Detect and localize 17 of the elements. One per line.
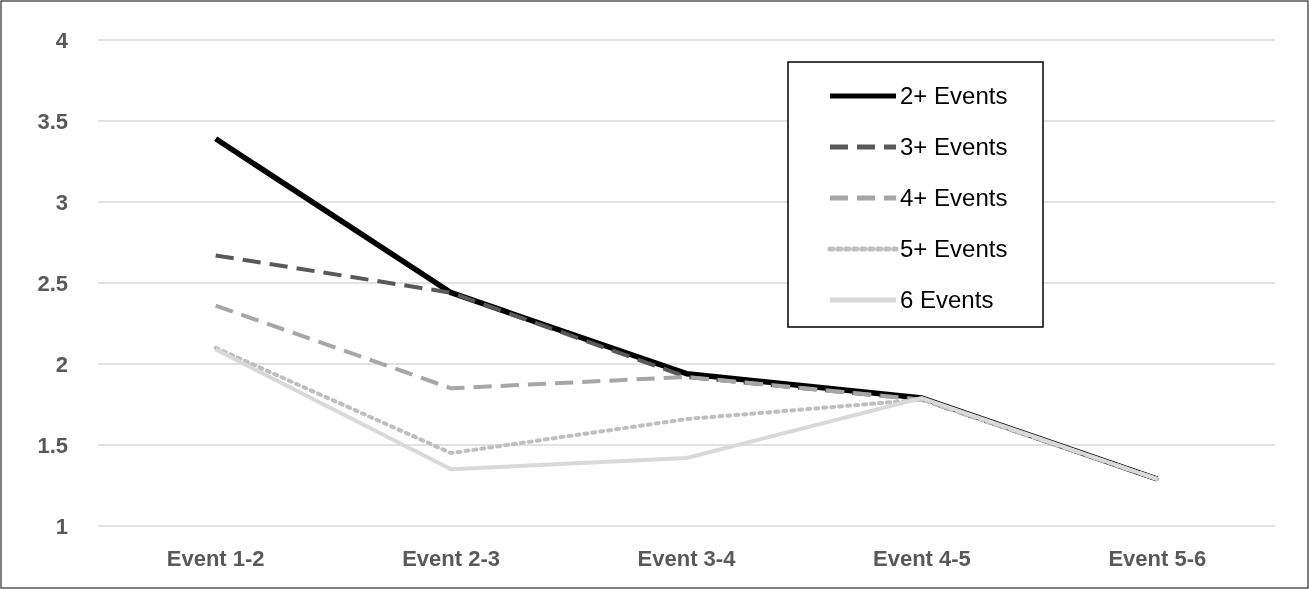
y-tick-label: 3.5 xyxy=(37,108,68,134)
y-tick-label: 4 xyxy=(55,27,69,53)
y-tick-label: 3 xyxy=(55,189,68,215)
x-tick-label: Event 5-6 xyxy=(1108,546,1207,571)
x-tick-label: Event 4-5 xyxy=(872,546,971,571)
y-tick-label: 2 xyxy=(55,351,68,377)
x-tick-label: Event 2-3 xyxy=(402,546,501,571)
y-tick-label: 2.5 xyxy=(37,270,68,296)
y-tick-label: 1 xyxy=(55,513,68,539)
legend-label: 3+ Events xyxy=(900,133,1008,161)
y-tick-label: 1.5 xyxy=(37,432,68,458)
legend-label: 6 Events xyxy=(900,286,994,314)
legend-label: 2+ Events xyxy=(900,82,1008,110)
x-tick-label: Event 3-4 xyxy=(637,546,737,571)
legend-label: 4+ Events xyxy=(900,184,1008,212)
x-tick-label: Event 1-2 xyxy=(166,546,265,571)
legend-label: 5+ Events xyxy=(900,235,1008,263)
